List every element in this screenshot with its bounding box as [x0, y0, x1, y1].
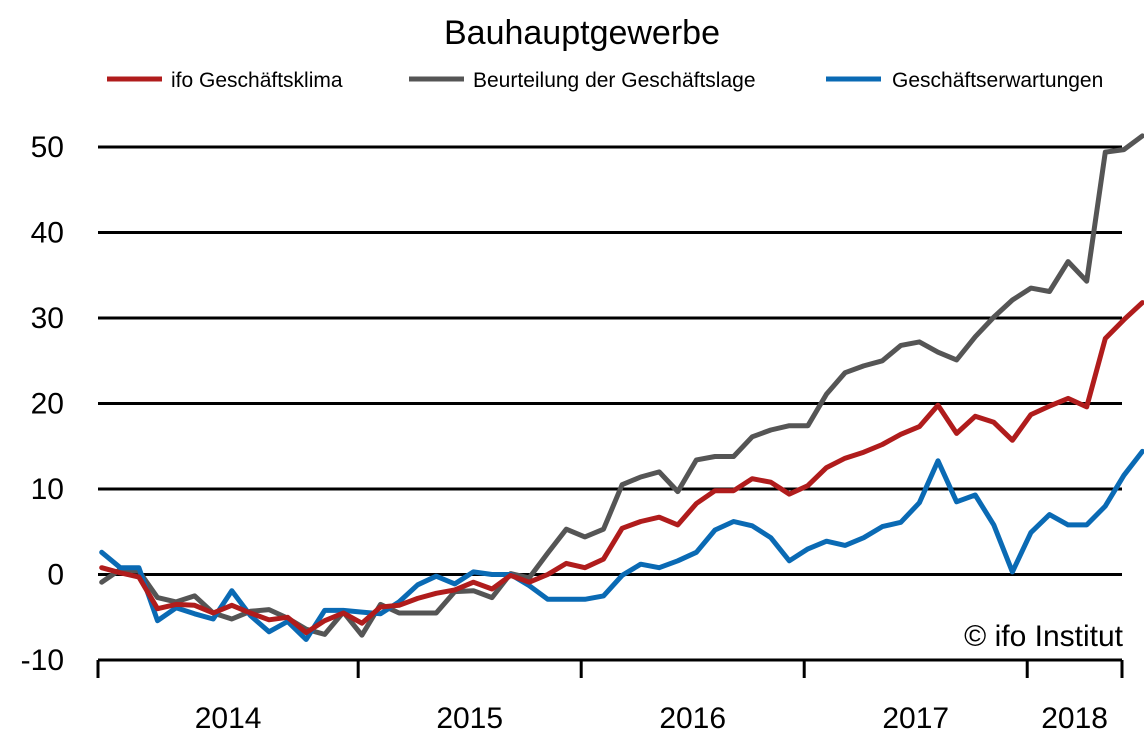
- chart-title: Bauhauptgewerbe: [444, 14, 720, 52]
- x-tick-label: 2016: [659, 702, 726, 735]
- x-axis: 2014 2015 2016 2017 2018: [96, 658, 1124, 735]
- y-tick-label: 10: [31, 473, 64, 506]
- y-tick-label: 40: [31, 217, 64, 250]
- legend-label: Beurteilung der Geschäftslage: [473, 69, 756, 92]
- y-tick-label: 20: [31, 388, 64, 421]
- legend: ifo Geschäftsklima Beurteilung der Geschä…: [107, 69, 1103, 92]
- y-axis: -10 0 10 20 30 40 50: [21, 131, 64, 677]
- x-tick-label: 2015: [436, 702, 503, 735]
- series-line-2: [99, 448, 1144, 642]
- y-tick-label: -10: [21, 644, 64, 677]
- legend-label: Geschäftserwartungen: [892, 69, 1103, 92]
- y-tick-label: 30: [31, 302, 64, 335]
- y-tick-label: 50: [31, 131, 64, 164]
- y-tick-label: 0: [47, 559, 64, 592]
- copyright-note: © ifo Institut: [964, 620, 1123, 653]
- x-tick-label: 2014: [195, 702, 262, 735]
- gridlines: [98, 145, 1122, 576]
- series-lines: [99, 133, 1144, 642]
- x-tick-label: 2017: [882, 702, 949, 735]
- series-line-0: [99, 300, 1144, 636]
- legend-label: ifo Geschäftsklima: [171, 69, 343, 92]
- x-tick-label: 2018: [1041, 702, 1108, 735]
- series-line-1: [99, 133, 1144, 638]
